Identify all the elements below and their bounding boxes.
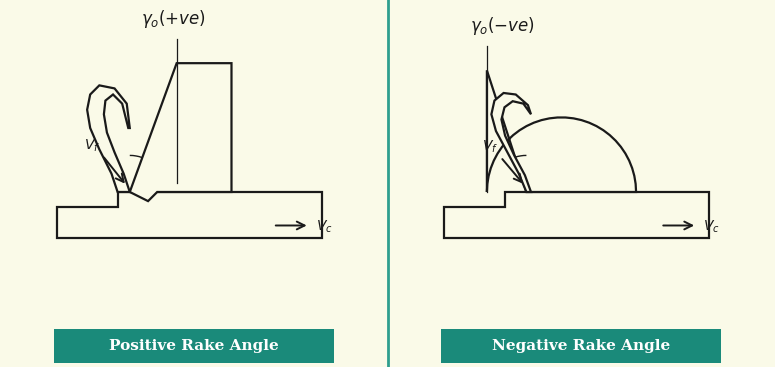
Text: $\gamma_o(+ve)$: $\gamma_o(+ve)$	[141, 8, 206, 30]
Text: $V_c$: $V_c$	[703, 219, 720, 235]
Polygon shape	[87, 86, 129, 192]
Text: $V_c$: $V_c$	[315, 219, 332, 235]
Polygon shape	[491, 93, 531, 192]
Text: $\gamma_o(-ve)$: $\gamma_o(-ve)$	[470, 15, 535, 37]
FancyBboxPatch shape	[441, 329, 722, 363]
Text: $V_f$: $V_f$	[84, 138, 100, 154]
Polygon shape	[57, 192, 322, 238]
Text: Positive Rake Angle: Positive Rake Angle	[109, 339, 279, 353]
Text: $V_f$: $V_f$	[482, 139, 498, 156]
Polygon shape	[444, 192, 709, 238]
Text: Negative Rake Angle: Negative Rake Angle	[492, 339, 670, 353]
Polygon shape	[487, 70, 636, 192]
FancyBboxPatch shape	[53, 329, 334, 363]
Polygon shape	[129, 63, 232, 201]
